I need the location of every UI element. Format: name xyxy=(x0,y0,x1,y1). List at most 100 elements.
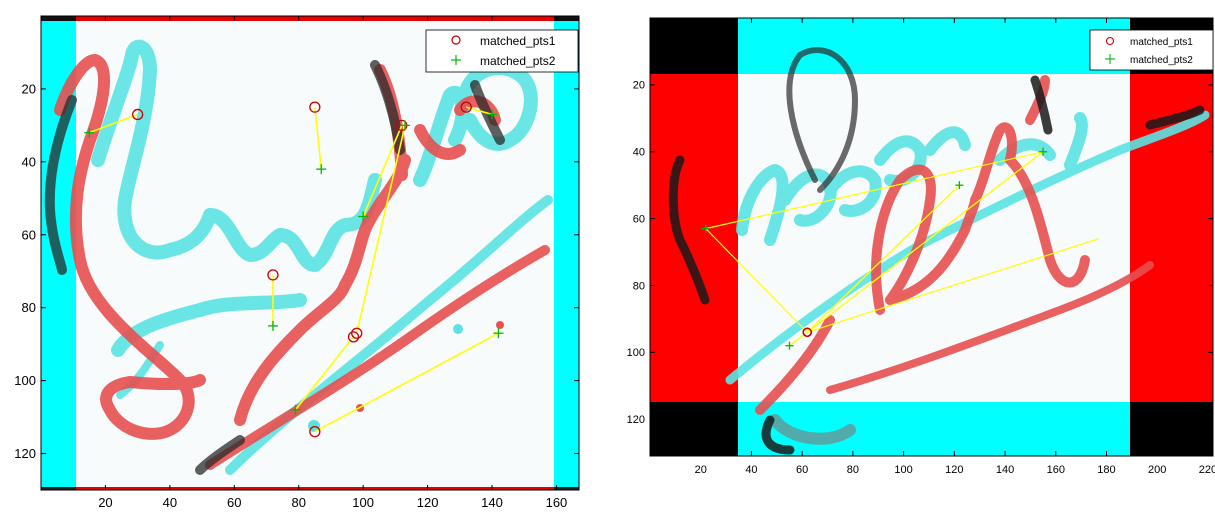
image-cyan-bottom xyxy=(738,402,1130,456)
y-tick-label: 100 xyxy=(627,347,645,359)
matched-pts1-point xyxy=(267,269,279,281)
ink-speck xyxy=(496,321,504,329)
x-tick-label: 140 xyxy=(481,495,503,510)
match-line xyxy=(89,113,138,134)
x-tick-label: 80 xyxy=(291,495,305,510)
matched-pts1-point xyxy=(131,108,144,121)
x-tick-label: 20 xyxy=(98,495,112,510)
image-red-top-strip xyxy=(76,16,554,21)
x-tick-label: 60 xyxy=(227,495,241,510)
image-black-corner-tr xyxy=(554,16,579,21)
matched-pts2-point xyxy=(290,404,301,415)
matched-pts1-point xyxy=(460,101,472,113)
x-tick-label: 40 xyxy=(163,495,177,510)
x-tick-label: 40 xyxy=(745,464,757,476)
x-tick-label: 100 xyxy=(894,464,912,476)
axes-frame xyxy=(40,15,580,491)
matched-pts1-point xyxy=(802,327,812,337)
legend: matched_pts1 matched_pts2 xyxy=(1089,29,1214,71)
matched-pts2-point xyxy=(267,320,278,331)
legend: matched_pts1 matched_pts2 xyxy=(425,29,579,73)
x-tick-label: 180 xyxy=(1097,464,1115,476)
matched-pts1-point xyxy=(351,327,363,339)
legend-label-pts1: matched_pts1 xyxy=(480,34,556,48)
y-tick-label: 60 xyxy=(633,213,645,225)
matched-pts2-point xyxy=(493,328,504,339)
legend-box xyxy=(425,29,579,73)
image-left xyxy=(41,16,579,490)
legend-label-pts2: matched_pts2 xyxy=(1130,55,1193,66)
matched-pts2-point xyxy=(316,164,327,175)
matched-pts1-point xyxy=(309,101,321,113)
x-tick-label: 100 xyxy=(352,495,374,510)
y-tick-label: 40 xyxy=(22,154,36,169)
image-black-corner-tl xyxy=(41,16,76,21)
y-tick-label: 40 xyxy=(633,147,645,159)
ink-speck xyxy=(453,324,463,334)
image-black-corner-bl xyxy=(650,402,738,456)
y-tick-label: 20 xyxy=(22,81,36,96)
x-tick-label: 160 xyxy=(546,495,568,510)
match-markers xyxy=(701,147,1048,350)
x-tick-label: 60 xyxy=(796,464,808,476)
matched-pts2-point xyxy=(1039,147,1048,156)
image-right xyxy=(650,18,1213,456)
x-tick-label: 200 xyxy=(1148,464,1166,476)
match-line xyxy=(705,151,1044,230)
y-tick-label: 20 xyxy=(633,80,645,92)
match-markers xyxy=(84,101,504,438)
x-tick-label: 160 xyxy=(1047,464,1065,476)
matched-pts2-point xyxy=(701,224,710,233)
chart-left: 20 40 60 80 100 120 140 160 20 40 60 80 100 120 match… xyxy=(14,15,580,510)
legend-plus-marker xyxy=(451,55,461,65)
matched-pts1-point xyxy=(309,426,321,438)
y-tick-label: 100 xyxy=(14,373,36,388)
match-line xyxy=(294,336,355,411)
ink-loop xyxy=(786,47,859,193)
chart-right: 20 40 60 80 100 120 140 160 180 200 220 20 40 60 80 100… xyxy=(627,17,1215,476)
legend-plus-marker xyxy=(1105,54,1115,64)
legend-label-pts1: matched_pts1 xyxy=(1130,37,1193,48)
match-line xyxy=(314,332,499,433)
ink-red xyxy=(755,75,1154,415)
matched-pts2-point xyxy=(955,181,964,190)
x-tick-label: 120 xyxy=(417,495,439,510)
image-cyan-top xyxy=(738,18,1130,74)
match-lines xyxy=(705,151,1100,347)
image-red-bottom-strip xyxy=(76,487,554,490)
y-tick-label: 60 xyxy=(22,227,36,242)
axes-frame xyxy=(649,17,1214,457)
match-lines xyxy=(89,106,499,433)
matched-pts2-point xyxy=(487,109,498,120)
y-tick-label: 80 xyxy=(22,300,36,315)
matched-pts1-point xyxy=(347,331,360,343)
x-tick-label: 140 xyxy=(996,464,1014,476)
matched-pts2-point xyxy=(84,127,95,138)
x-tick-label: 120 xyxy=(945,464,963,476)
legend-circle-marker xyxy=(451,35,461,45)
legend-circle-marker xyxy=(1105,36,1115,46)
image-black-corner-tl xyxy=(650,18,738,74)
y-tick-label: 120 xyxy=(627,414,645,426)
match-line xyxy=(705,228,808,333)
x-tick-label: 80 xyxy=(847,464,859,476)
matched-pts2-point xyxy=(785,341,794,350)
match-line xyxy=(806,184,960,333)
image-black-corner-br xyxy=(1130,402,1213,456)
x-tick-label: 20 xyxy=(695,464,707,476)
ink-overlap xyxy=(668,75,1205,455)
match-line xyxy=(806,151,1044,333)
match-line xyxy=(807,238,1100,333)
y-tick-label: 120 xyxy=(14,446,36,461)
x-tick-label: 220 xyxy=(1199,464,1215,476)
axis-ticks: 20 40 60 80 100 120 140 160 180 200 220 20 40 60 80 100… xyxy=(627,18,1215,476)
y-tick-label: 80 xyxy=(633,280,645,292)
axis-ticks: 20 40 60 80 100 120 140 160 20 40 60 80 100 120 xyxy=(14,16,579,510)
legend-label-pts2: matched_pts2 xyxy=(480,54,556,68)
match-line xyxy=(362,125,403,217)
match-line xyxy=(355,125,406,334)
match-line xyxy=(314,107,323,170)
matched-pts2-point xyxy=(358,211,369,222)
matched-pts2-point xyxy=(400,120,411,131)
